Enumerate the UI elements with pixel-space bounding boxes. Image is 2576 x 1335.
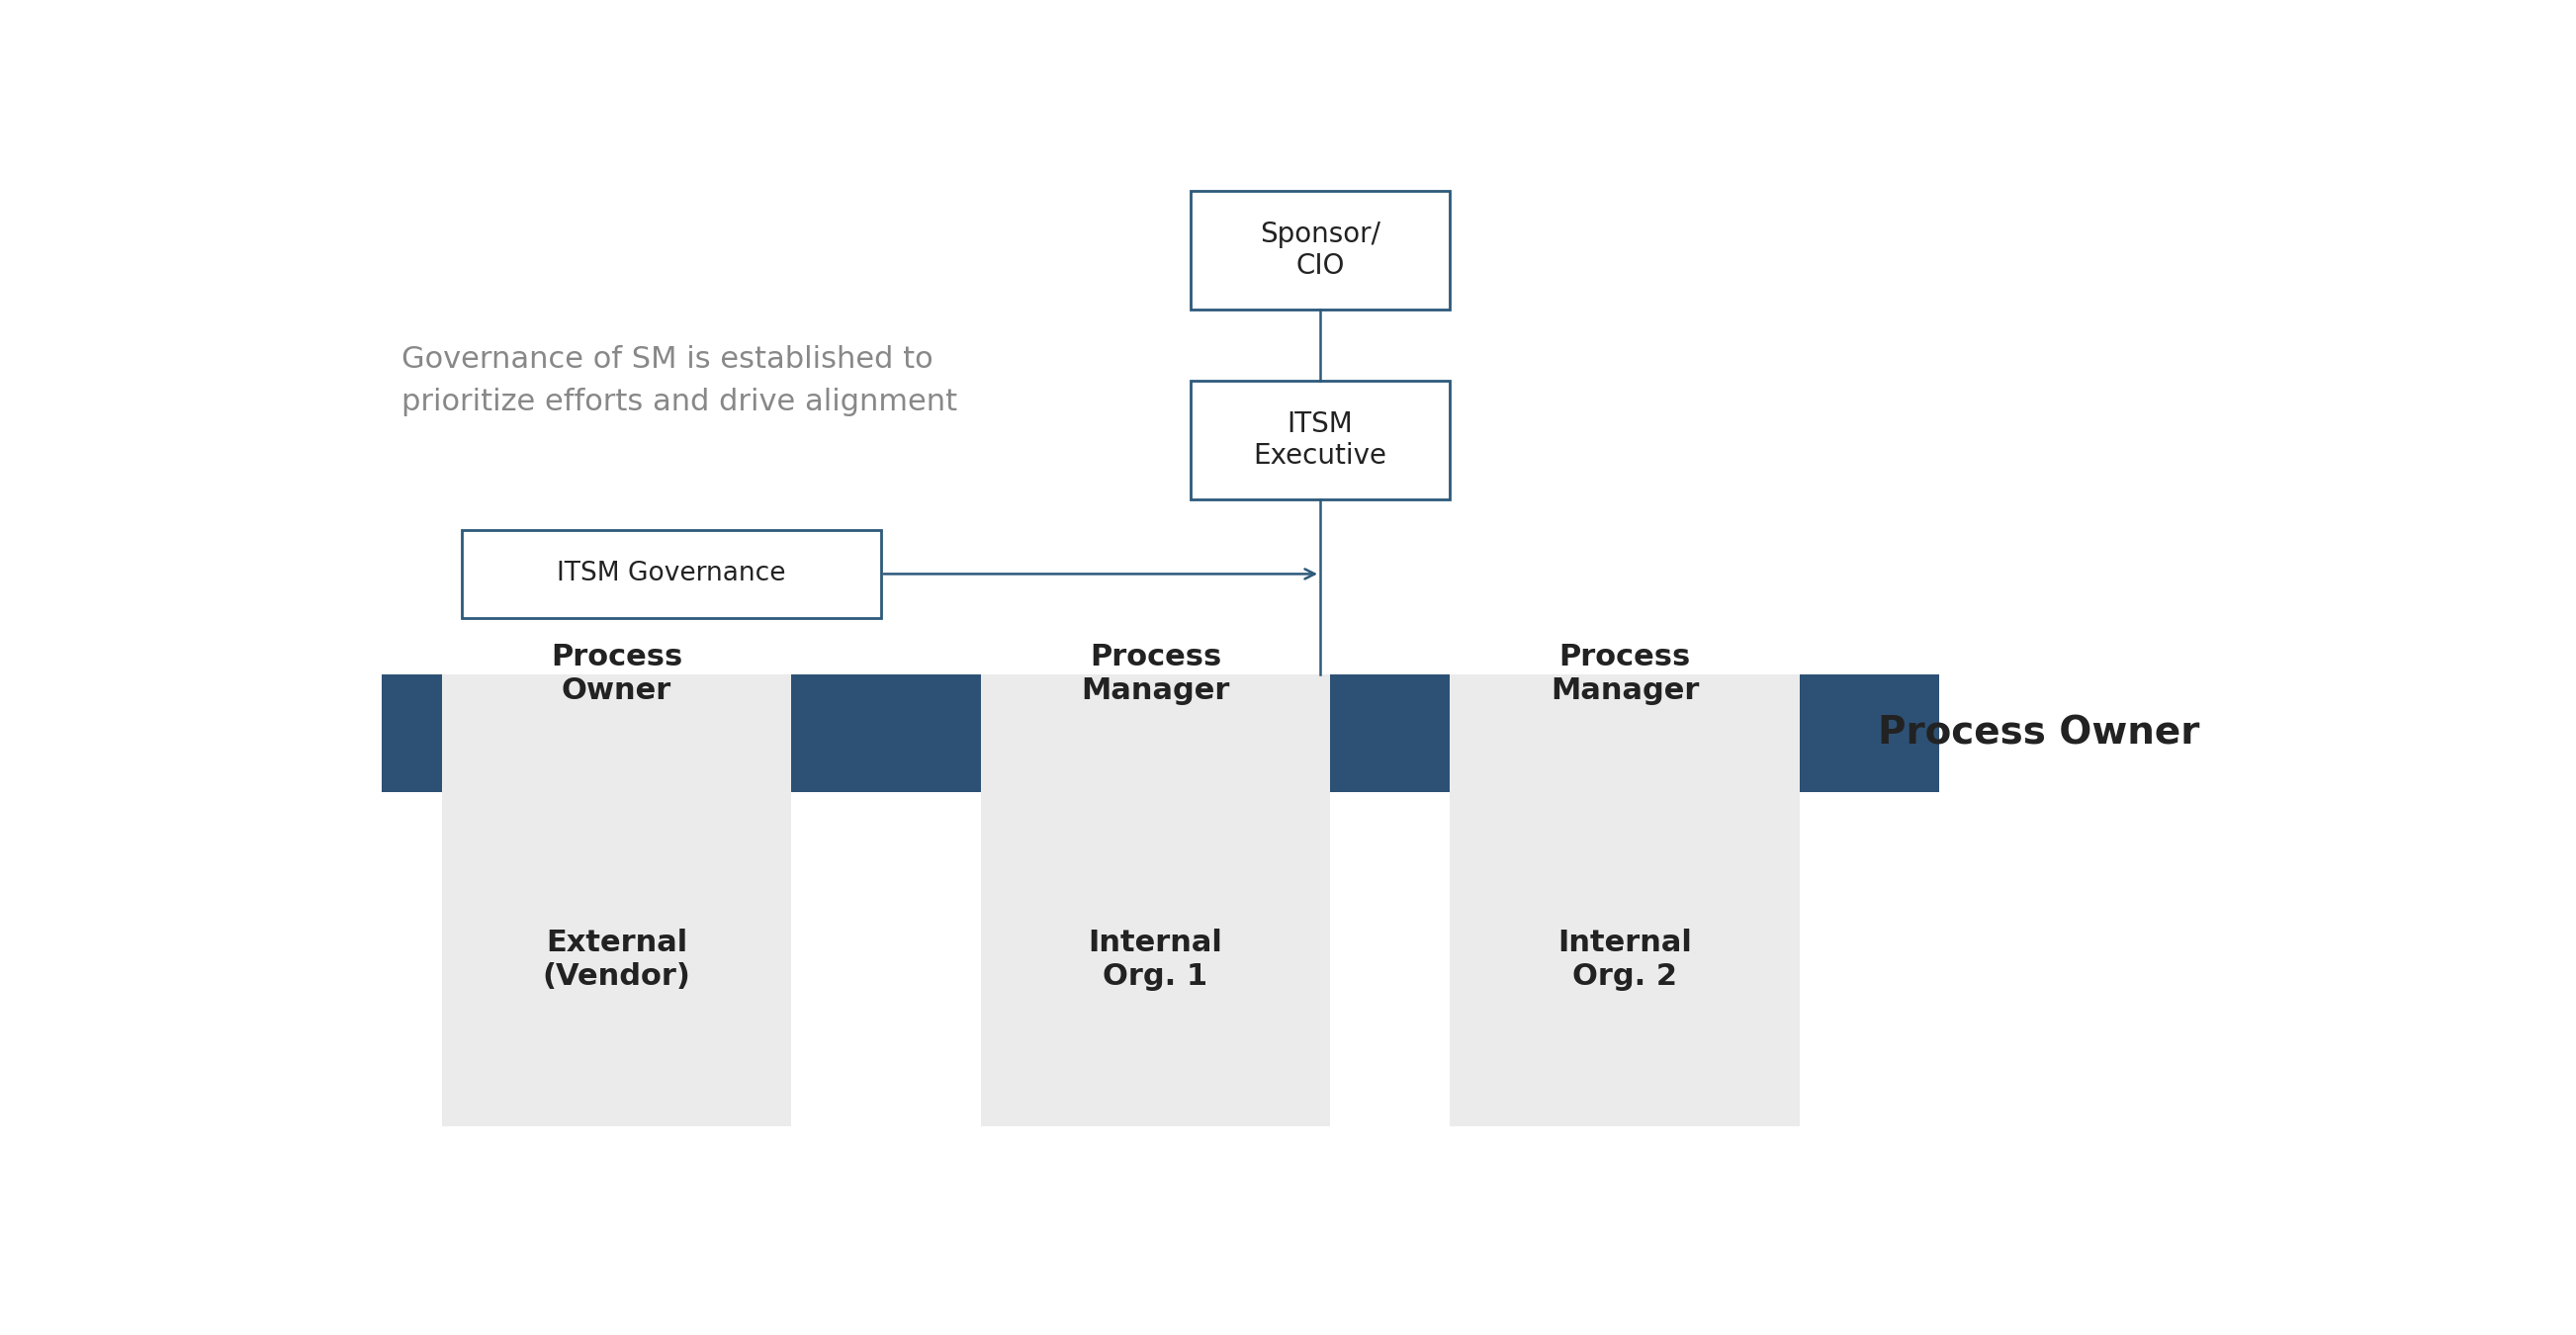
Text: Process
Manager: Process Manager bbox=[1551, 643, 1700, 705]
Text: Process Owner: Process Owner bbox=[1878, 714, 2200, 752]
Text: Sponsor/
CIO: Sponsor/ CIO bbox=[1260, 220, 1381, 280]
Text: Process
Manager: Process Manager bbox=[1082, 643, 1229, 705]
FancyBboxPatch shape bbox=[443, 674, 791, 1127]
FancyBboxPatch shape bbox=[1450, 674, 1798, 1127]
FancyBboxPatch shape bbox=[461, 530, 881, 618]
Text: External
(Vendor): External (Vendor) bbox=[544, 928, 690, 991]
Text: ITSM Governance: ITSM Governance bbox=[556, 561, 786, 587]
FancyBboxPatch shape bbox=[381, 674, 1940, 793]
Text: ITSM
Executive: ITSM Executive bbox=[1255, 410, 1386, 470]
Text: Governance of SM is established to
prioritize efforts and drive alignment: Governance of SM is established to prior… bbox=[402, 346, 958, 417]
FancyBboxPatch shape bbox=[1190, 382, 1450, 499]
FancyBboxPatch shape bbox=[1190, 191, 1450, 310]
Text: Internal
Org. 2: Internal Org. 2 bbox=[1558, 928, 1692, 991]
Text: Internal
Org. 1: Internal Org. 1 bbox=[1087, 928, 1224, 991]
FancyBboxPatch shape bbox=[981, 674, 1329, 1127]
Text: Process
Owner: Process Owner bbox=[551, 643, 683, 705]
